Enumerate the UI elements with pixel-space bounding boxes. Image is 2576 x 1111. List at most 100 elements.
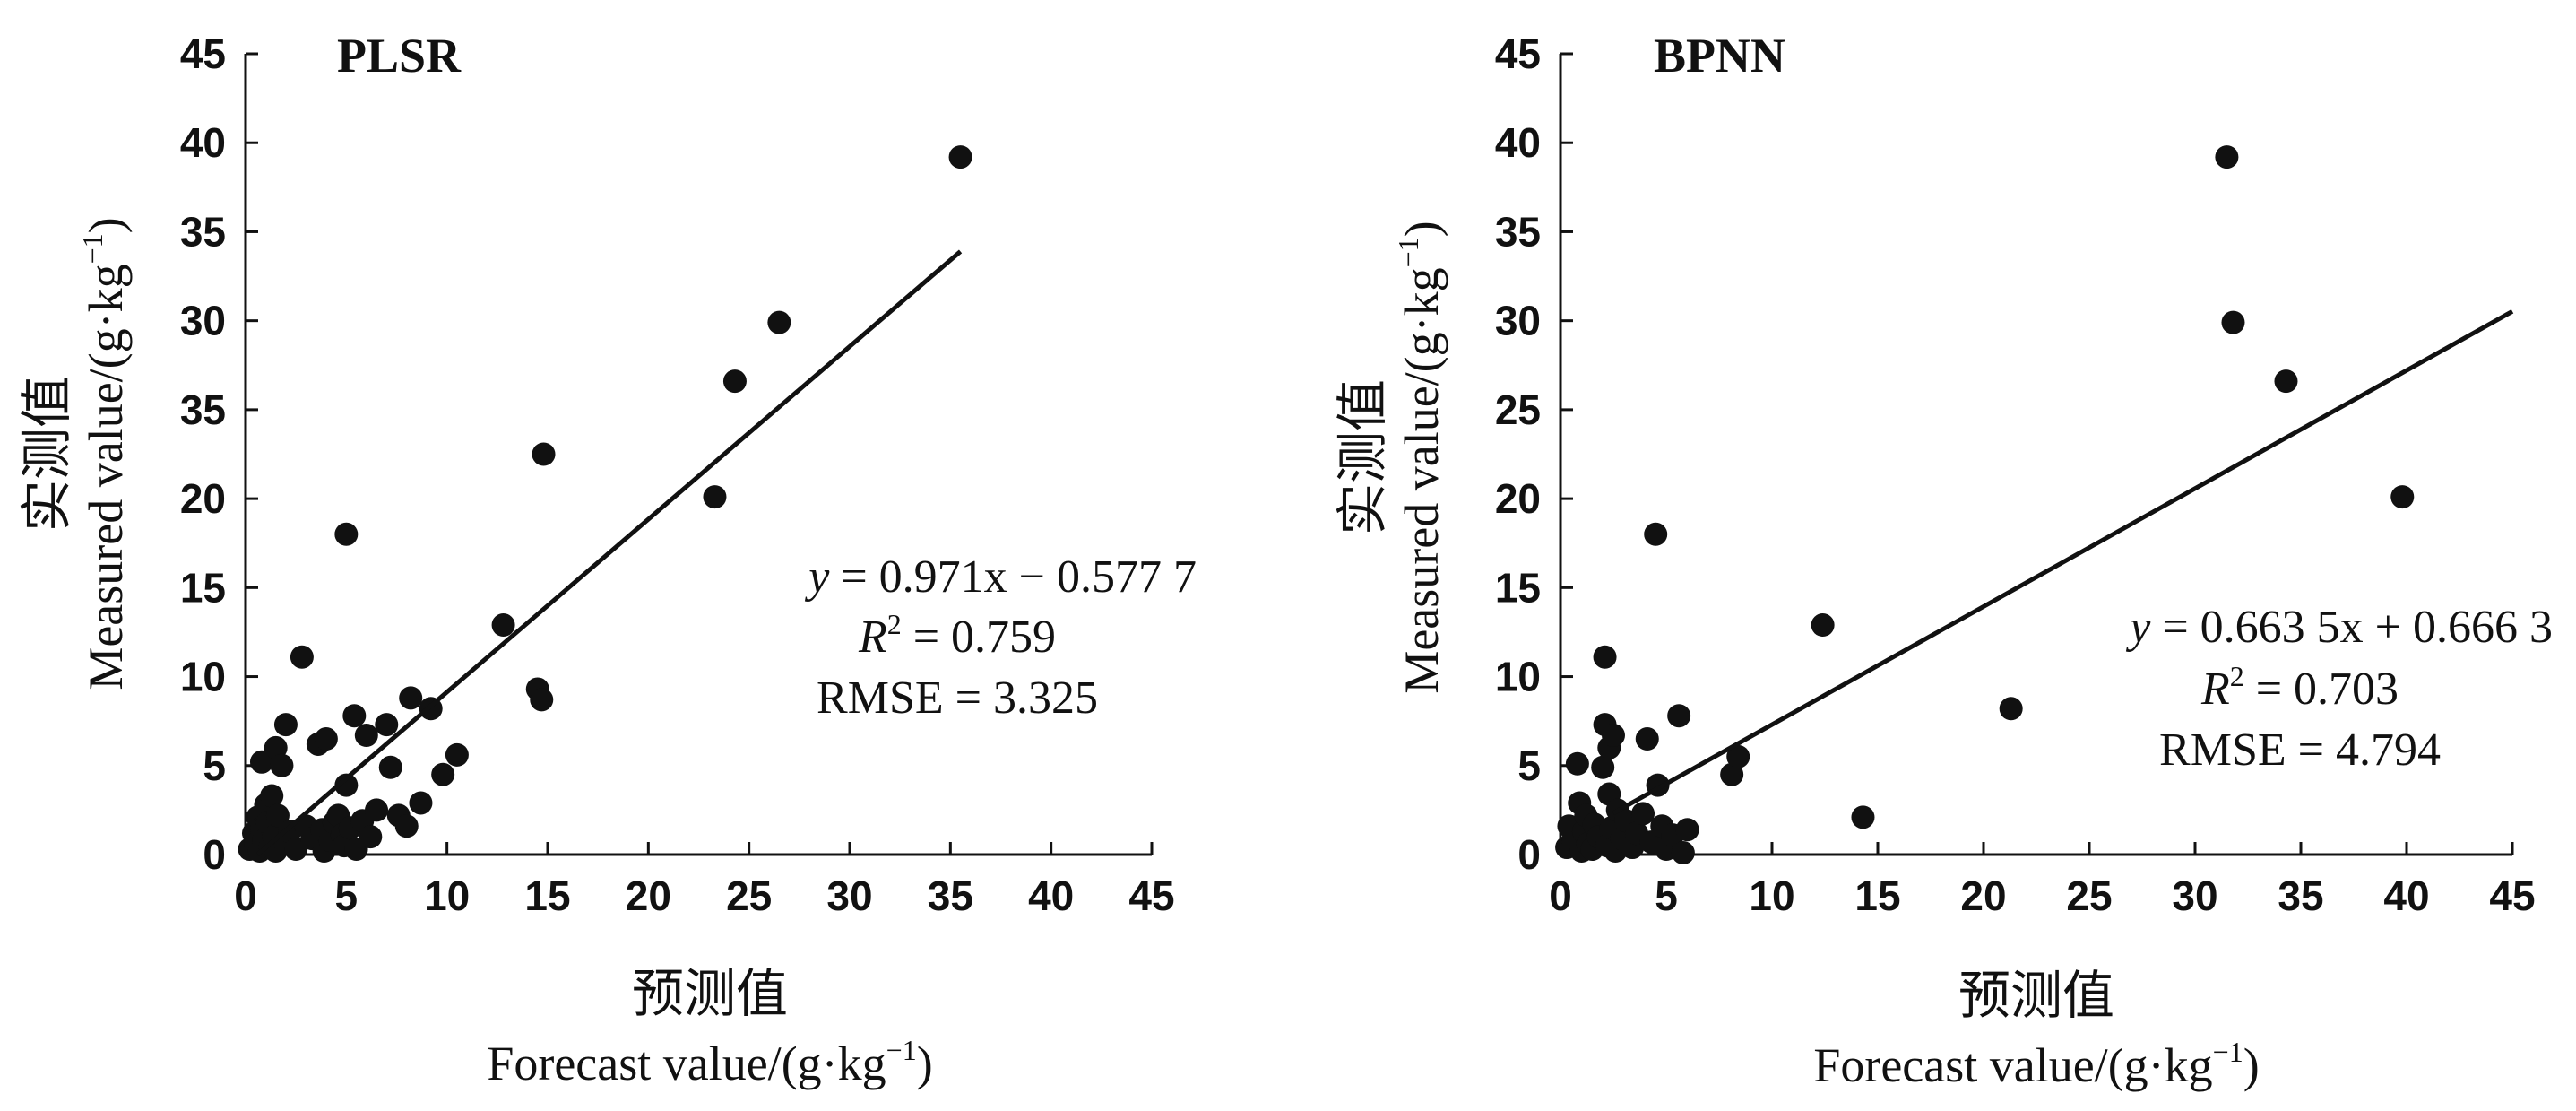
bpnn-y-tick-label: 40	[1495, 119, 1541, 166]
bpnn-data-point	[1999, 697, 2023, 721]
bpnn-y-tick-label: 15	[1495, 564, 1541, 611]
bpnn-x-tick-label: 40	[2383, 872, 2429, 919]
plsr-data-point	[948, 145, 972, 169]
plsr-data-point	[375, 713, 399, 737]
bpnn-y-label-cn: 实测值	[1332, 379, 1393, 535]
plsr-data-point	[767, 310, 791, 334]
plsr-x-tick-label: 25	[726, 872, 772, 919]
bpnn-y-tick-label: 5	[1517, 742, 1541, 789]
bpnn-y-tick-label: 20	[1495, 475, 1541, 522]
plsr-x-tick-label: 45	[1128, 872, 1174, 919]
bpnn-data-point	[1593, 645, 1617, 669]
bpnn-y-tick-label: 30	[1495, 298, 1541, 344]
bpnn-y-tick-label: 10	[1495, 654, 1541, 700]
plsr-data-point	[445, 742, 469, 767]
plsr-y-tick-label: 0	[203, 831, 226, 878]
bpnn-data-point	[2274, 369, 2298, 394]
plsr-data-point	[334, 773, 359, 797]
bpnn-data-point	[2215, 145, 2239, 169]
bpnn-data-point	[1667, 704, 1691, 728]
bpnn-data-point	[1591, 755, 1615, 779]
plsr-data-point	[314, 727, 338, 751]
bpnn-fit-line	[1612, 309, 2514, 816]
bpnn-data-point	[1631, 802, 1655, 826]
bpnn-data-point	[1811, 613, 1835, 638]
bpnn-y-tick-label: 35	[1495, 208, 1541, 255]
plsr-x-tick-label: 10	[424, 872, 470, 919]
plsr-y-label-cn: 实测值	[16, 376, 77, 532]
plsr-y-label-en: Measured value/(g·kg−1)	[76, 217, 133, 690]
plsr-x-tick-label: 35	[928, 872, 973, 919]
plsr-y-tick-label: 45	[180, 30, 226, 77]
bpnn-data-point	[1635, 727, 1659, 751]
plsr-x-tick-label: 0	[234, 872, 257, 919]
plsr-data-point	[264, 735, 288, 759]
bpnn-data-point	[1671, 841, 1695, 865]
bpnn-r-squared: R2 = 0.703	[2200, 660, 2399, 715]
plsr-data-point	[532, 442, 556, 466]
plsr-x-tick-label: 5	[335, 872, 359, 919]
plsr-data-point	[359, 825, 383, 849]
plsr-x-label-en: Forecast value/(g·kg−1)	[487, 1034, 932, 1090]
bpnn-x-tick-label: 20	[1960, 872, 2006, 919]
bpnn-title: BPNN	[1654, 29, 1785, 82]
plsr-data-point	[722, 369, 747, 394]
plsr-y-ticks: 0 5 10 15 20 35 30 35 40 45	[180, 30, 258, 878]
bpnn-rmse: RMSE = 4.794	[2159, 725, 2441, 776]
plsr-data-point	[703, 485, 727, 509]
bpnn-x-tick-label: 25	[2066, 872, 2112, 919]
bpnn-data-point	[2221, 310, 2245, 334]
bpnn-equation: y = 0.663 5x + 0.666 3	[2125, 602, 2553, 653]
plsr-data-point	[399, 686, 423, 710]
plsr-data-point	[249, 750, 273, 774]
bpnn-y-ticks: 0 5 10 15 20 25 30 35 40 45	[1495, 30, 1573, 878]
plsr-points	[238, 145, 972, 864]
plsr-data-point	[530, 688, 554, 712]
bpnn-data-point	[1726, 744, 1750, 768]
plsr-data-point	[409, 791, 433, 815]
plsr-title: PLSR	[337, 29, 462, 82]
plsr-x-ticks: 0 5 10 15 20 25 30 35 40 45	[234, 842, 1175, 919]
plsr-data-point	[342, 704, 367, 728]
plsr-r-squared: R2 = 0.759	[858, 608, 1056, 663]
bpnn-y-tick-label: 0	[1517, 831, 1541, 878]
bpnn-data-point	[1602, 724, 1625, 748]
bpnn-data-point	[1675, 818, 1699, 842]
bpnn-data-point	[1720, 762, 1744, 786]
plsr-data-point	[378, 755, 402, 779]
plsr-x-tick-label: 20	[626, 872, 671, 919]
plsr-y-tick-label: 15	[180, 564, 226, 611]
bpnn-panel: 0 5 10 15 20 25 30 35 40 45 0 5 10 15 20 25 30 35 40 45 BP…	[1332, 29, 2553, 1092]
bpnn-x-tick-label: 0	[1549, 872, 1572, 919]
bpnn-y-tick-label: 25	[1495, 386, 1541, 433]
plsr-rmse: RMSE = 3.325	[817, 673, 1098, 724]
bpnn-x-label-cn: 预测值	[1958, 965, 2114, 1026]
plsr-panel: 0 5 10 15 20 35 30 35 40 45 0 5 10 15 20 25 30 35 40 45 PL…	[16, 29, 1197, 1090]
bpnn-y-label-en: Measured value/(g·kg−1)	[1392, 221, 1448, 693]
bpnn-x-tick-label: 35	[2278, 872, 2323, 919]
plsr-x-tick-label: 30	[826, 872, 872, 919]
bpnn-x-tick-label: 45	[2489, 872, 2535, 919]
bpnn-data-point	[1565, 751, 1589, 776]
plsr-data-point	[290, 645, 314, 669]
plsr-fit-line	[255, 249, 963, 856]
plsr-y-tick-label: 35	[180, 208, 226, 255]
bpnn-y-tick-label: 45	[1495, 30, 1541, 77]
bpnn-points	[1555, 145, 2415, 865]
plsr-data-point	[334, 522, 359, 546]
plsr-x-tick-label: 40	[1028, 872, 1074, 919]
plsr-data-point	[273, 713, 298, 737]
plsr-data-point	[431, 762, 455, 786]
bpnn-data-point	[2390, 485, 2415, 509]
plsr-y-tick-label: 30	[180, 298, 226, 344]
bpnn-x-tick-label: 30	[2172, 872, 2217, 919]
plsr-data-point	[265, 803, 290, 828]
plsr-y-tick-label: 20	[180, 475, 226, 522]
plsr-y-tick-label: 35	[180, 386, 226, 433]
plsr-data-point	[354, 724, 378, 748]
plsr-data-point	[270, 753, 294, 777]
bpnn-x-tick-label: 5	[1655, 872, 1678, 919]
bpnn-x-label-en: Forecast value/(g·kg−1)	[1813, 1036, 2259, 1092]
bpnn-data-point	[1851, 805, 1875, 829]
